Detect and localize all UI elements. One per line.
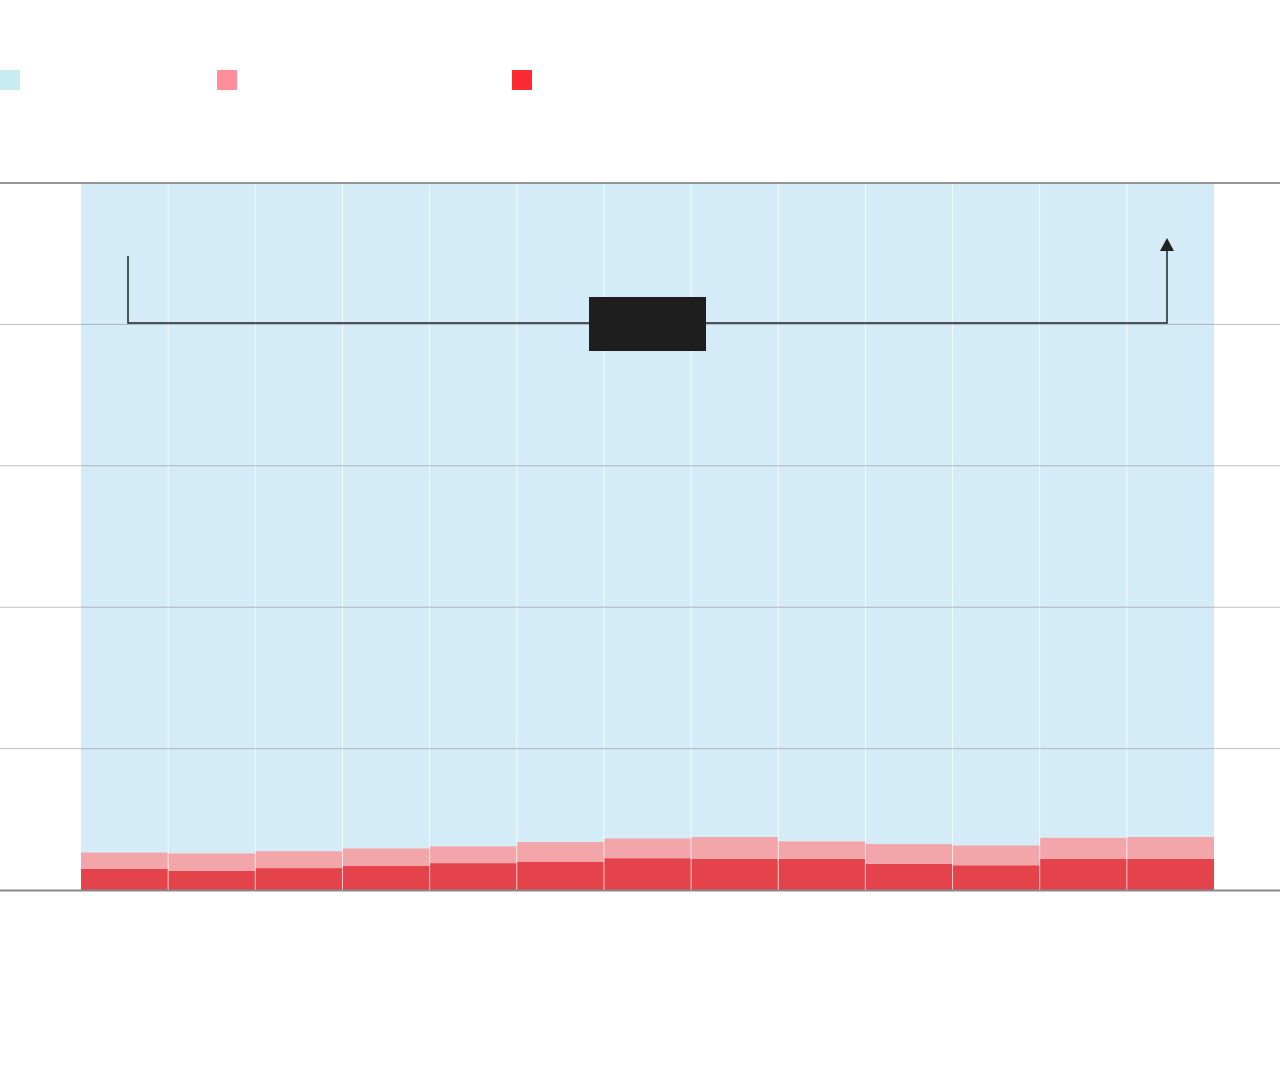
bar-segment (691, 858, 779, 890)
bar-segment (1039, 858, 1127, 890)
bar-segment (1126, 183, 1214, 837)
bar-segment (1126, 836, 1214, 859)
arrow-head-icon (1160, 238, 1174, 251)
bar-segment (342, 183, 430, 849)
bar-segment (168, 853, 256, 871)
bar-segment (778, 858, 866, 890)
bar-segment (516, 183, 604, 842)
bar-segment (429, 863, 517, 890)
bar-segment (603, 838, 692, 859)
bar-segment (168, 183, 256, 854)
bar-segment (865, 863, 953, 890)
bar-segment (778, 183, 866, 842)
bar-segment (81, 852, 169, 869)
bar-segment (342, 865, 430, 890)
bar-segment (865, 844, 953, 864)
bar-segment (81, 183, 169, 853)
bar-segment (81, 868, 169, 890)
legend-swatch-series-3 (0, 70, 20, 90)
bar-segment (255, 183, 343, 852)
bar-segment (865, 183, 953, 845)
bar-segment (1039, 183, 1127, 838)
bar-segment (952, 865, 1040, 890)
bar-segment (603, 858, 692, 890)
bar-segment (168, 870, 256, 890)
bar-segment (1126, 858, 1214, 890)
bar-segment (429, 183, 517, 847)
bar-segment (255, 851, 343, 869)
bar-segment (1039, 837, 1127, 859)
bar-segment (691, 183, 779, 837)
bar-segment (952, 845, 1040, 866)
bar-segment (603, 183, 692, 839)
bar-segment (516, 861, 604, 890)
bar-segment (342, 848, 430, 866)
legend-swatch-series-2 (217, 70, 237, 90)
legend-swatch-series-1 (512, 70, 532, 90)
bar-segment (429, 846, 517, 864)
bar-segment (778, 841, 866, 859)
annotation-label-box (589, 297, 706, 351)
bar-segment (952, 183, 1040, 846)
bar-segment (516, 841, 604, 862)
bar-segment (255, 868, 343, 890)
bar-segment (691, 836, 779, 859)
